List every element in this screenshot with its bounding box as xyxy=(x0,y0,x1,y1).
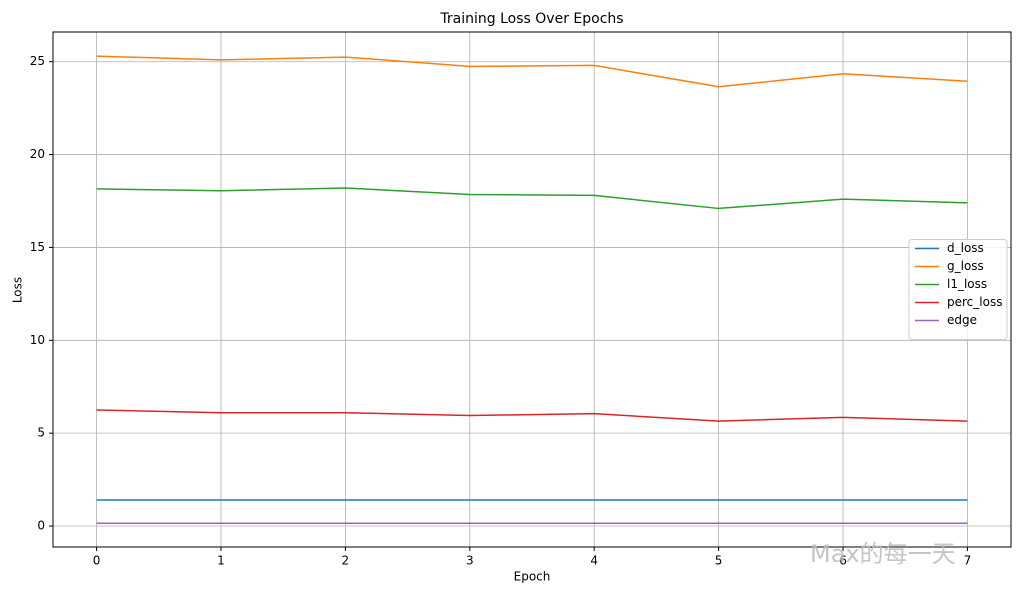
legend-label: l1_loss xyxy=(947,277,987,291)
y-tick-label: 20 xyxy=(30,147,45,161)
legend-box xyxy=(908,239,1008,340)
x-tick-label: 1 xyxy=(217,554,225,568)
legend-label: g_loss xyxy=(947,259,984,273)
y-axis-label: Loss xyxy=(11,277,25,303)
y-tick-label: 10 xyxy=(30,333,45,347)
y-tick-label: 5 xyxy=(37,426,45,440)
line-series xyxy=(96,409,968,422)
watermark: Max的每一天 xyxy=(810,540,956,568)
x-tick-label: 6 xyxy=(839,554,847,568)
x-tick-label: 7 xyxy=(964,554,972,568)
x-tick-label: 2 xyxy=(342,554,350,568)
legend-label: perc_loss xyxy=(947,295,1002,309)
plot-frame xyxy=(52,31,1012,548)
y-tick-label: 25 xyxy=(30,54,45,68)
legend-label: edge xyxy=(947,313,977,327)
y-tick-label: 0 xyxy=(37,519,45,533)
x-tick-label: 0 xyxy=(93,554,101,568)
legend-label: d_loss xyxy=(947,241,984,255)
x-tick-label: 4 xyxy=(590,554,598,568)
x-axis-label: Epoch xyxy=(514,570,551,584)
chart-title: Training Loss Over Epochs xyxy=(439,11,623,27)
line-series xyxy=(96,187,968,210)
y-tick-label: 15 xyxy=(30,240,45,254)
x-tick-label: 3 xyxy=(466,554,474,568)
line-series xyxy=(96,55,968,88)
x-tick-label: 5 xyxy=(715,554,723,568)
